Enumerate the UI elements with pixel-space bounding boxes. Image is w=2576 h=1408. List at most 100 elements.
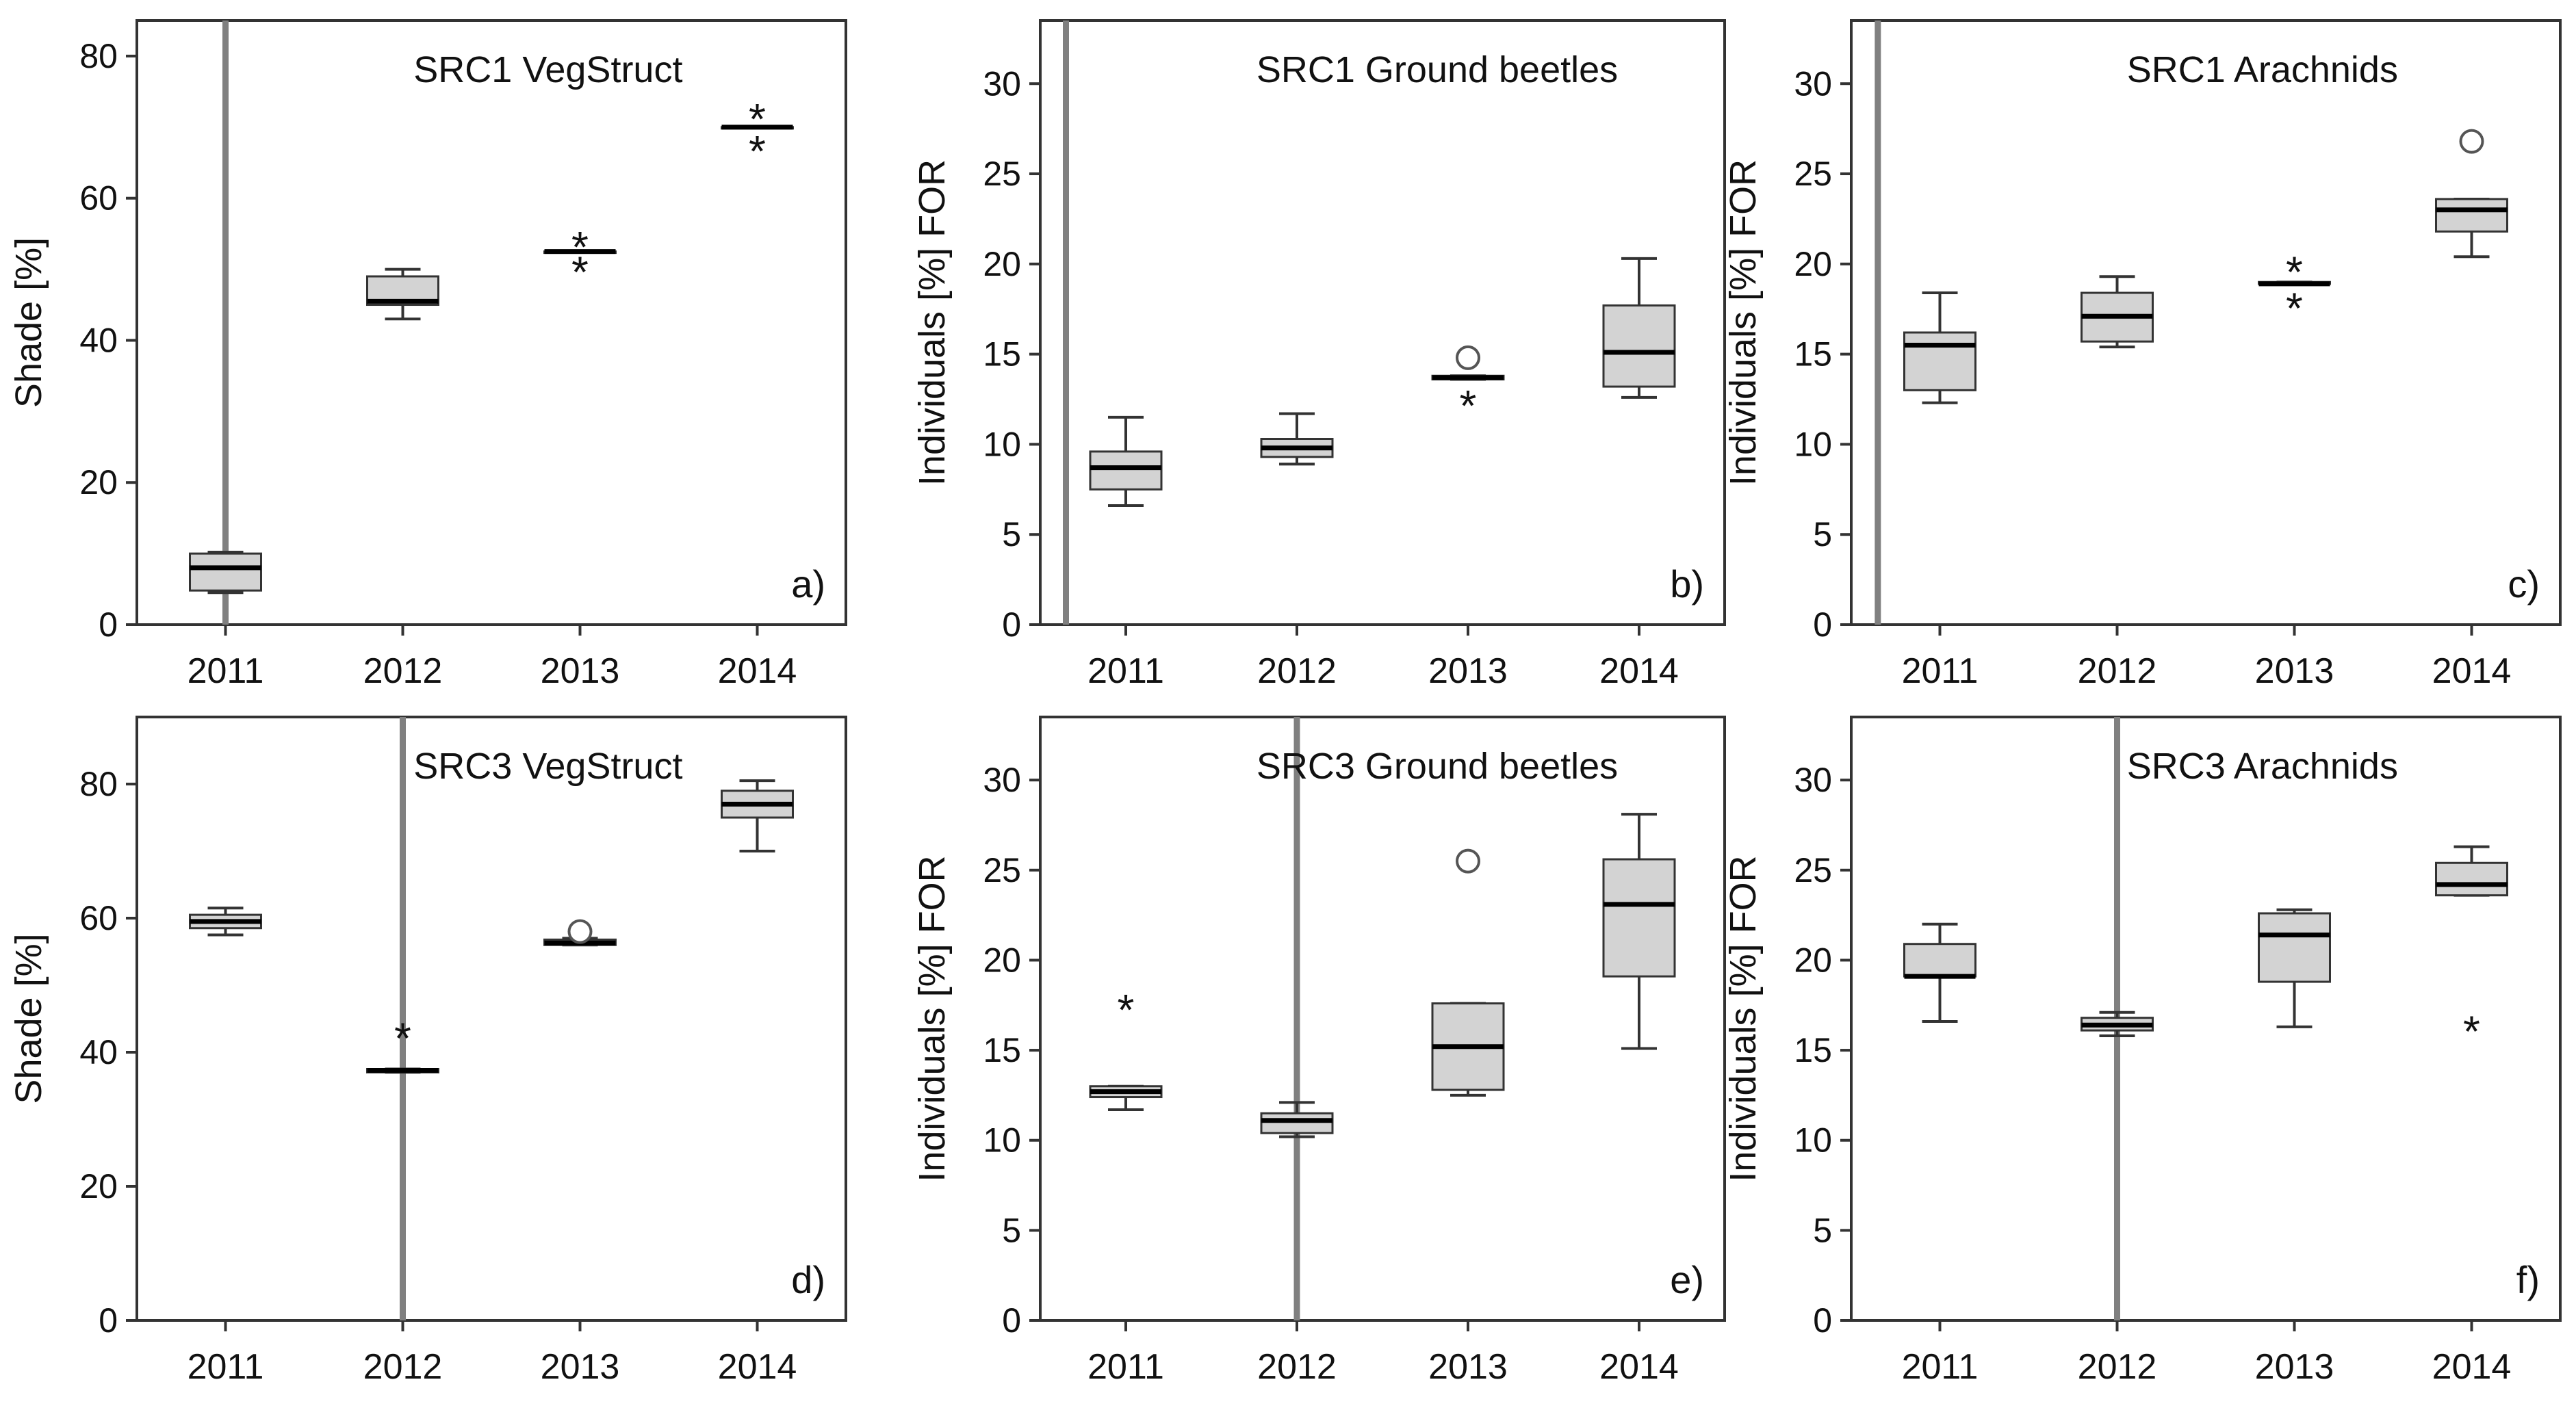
box-2013	[1431, 848, 1505, 1097]
y-tick-label: 20	[79, 1167, 118, 1205]
x-tick-label: 2014	[1599, 651, 1679, 691]
iqr-box	[1602, 304, 1676, 388]
box-2013: *	[1431, 345, 1505, 430]
y-tick-label: 20	[983, 245, 1021, 283]
box-2011	[1089, 415, 1163, 508]
outlier-star: *	[2463, 1006, 2480, 1056]
x-tick-label: 2014	[2432, 651, 2512, 691]
x-tick-label: 2014	[718, 651, 797, 691]
y-axis-label: Individuals [%] FOR	[912, 855, 953, 1182]
y-tick-label: 25	[983, 155, 1021, 193]
plot-frame	[136, 19, 847, 626]
y-tick-label: 20	[1794, 245, 1832, 283]
box-2013	[2258, 908, 2331, 1028]
iqr-box	[2435, 861, 2508, 897]
box-2012	[366, 268, 439, 321]
iqr-box	[1089, 450, 1163, 491]
plot-frame	[136, 716, 847, 1322]
box-2014	[1602, 257, 1676, 399]
y-axis-label: Individuals [%] FOR	[1723, 159, 1764, 486]
x-tick-label: 2013	[1428, 651, 1508, 691]
plot-frame	[1850, 716, 2562, 1322]
iqr-box	[189, 552, 262, 592]
box-2011: *	[1089, 985, 1163, 1111]
outlier-star: *	[1460, 381, 1477, 430]
outlier-star: *	[749, 94, 766, 144]
panel-a: 0 20 40 60 80 Shade [%] SRC1 VegStruct a) 2011 20…	[8, 19, 847, 691]
chart-title: SRC3 VegStruct	[413, 746, 682, 787]
y-tick-label: 25	[983, 851, 1021, 889]
outlier-circle	[1456, 345, 1480, 370]
x-tick-label: 2012	[363, 651, 443, 691]
panel-label: e)	[1670, 1258, 1704, 1301]
y-tick-label: 5	[1002, 1211, 1021, 1249]
box-2013	[543, 919, 617, 947]
y-tick-label: 0	[1002, 1301, 1021, 1340]
x-tick-label: 2011	[1087, 651, 1164, 691]
box-2013: **	[2258, 248, 2331, 333]
y-tick-label: 5	[1002, 515, 1021, 553]
outlier-star: *	[1118, 985, 1135, 1034]
box-2014	[2435, 129, 2508, 259]
box-2012: *	[366, 1014, 439, 1074]
chart-title: SRC1 Ground beetles	[1257, 49, 1618, 90]
x-tick-label: 2012	[1257, 1347, 1337, 1387]
iqr-box	[1903, 943, 1976, 978]
x-tick-label: 2011	[188, 1347, 264, 1387]
y-tick-label: 20	[79, 463, 118, 501]
box-2012	[2081, 1011, 2154, 1038]
x-tick-label: 2012	[2078, 1347, 2157, 1387]
y-tick-label: 10	[1794, 425, 1832, 463]
outlier-circle	[1456, 848, 1480, 874]
y-tick-label: 5	[1813, 515, 1832, 553]
y-tick-label: 10	[983, 1121, 1021, 1160]
chart-title: SRC1 VegStruct	[413, 49, 682, 90]
y-tick-label: 15	[983, 1031, 1021, 1069]
plot-frame	[1039, 19, 1726, 626]
y-tick-label: 80	[79, 765, 118, 803]
outlier-star: *	[2286, 283, 2303, 333]
box-2012	[2081, 275, 2154, 349]
x-tick-label: 2013	[2255, 1347, 2334, 1387]
box-2012	[1260, 412, 1334, 466]
x-tick-label: 2012	[2078, 651, 2157, 691]
x-tick-label: 2011	[1902, 651, 1979, 691]
panel-label: f)	[2516, 1258, 2540, 1301]
y-tick-label: 20	[1794, 941, 1832, 979]
y-axis-label: Individuals [%] FOR	[912, 159, 953, 486]
outlier-star: *	[2286, 248, 2303, 297]
y-tick-label: 15	[1794, 1031, 1832, 1069]
outlier-circle	[567, 919, 593, 944]
x-tick-label: 2011	[1902, 1347, 1979, 1387]
box-2013: **	[543, 222, 617, 297]
chart-title: SRC3 Arachnids	[2127, 746, 2398, 787]
box-2012	[1260, 1101, 1334, 1138]
y-tick-label: 60	[79, 179, 118, 218]
y-tick-label: 25	[1794, 851, 1832, 889]
y-tick-label: 0	[1813, 1301, 1832, 1340]
x-tick-label: 2012	[1257, 651, 1337, 691]
panel-b: 0 5 10 15 20 25 30 Individuals [%] FOR SRC1 Grou…	[912, 19, 1726, 691]
y-axis-label: Shade [%]	[8, 933, 49, 1104]
iqr-box	[1903, 331, 1976, 391]
y-tick-label: 0	[1002, 605, 1021, 644]
iqr-box	[2258, 912, 2331, 983]
x-tick-label: 2011	[188, 651, 264, 691]
y-tick-label: 30	[983, 64, 1021, 103]
panel-label: c)	[2508, 562, 2540, 605]
panel-d: 0 20 40 60 80 Shade [%] SRC3 VegStruct d) 2011 20…	[8, 716, 847, 1387]
y-tick-label: 15	[983, 335, 1021, 374]
y-tick-label: 60	[79, 899, 118, 937]
box-2011	[1903, 291, 1976, 404]
x-tick-label: 2013	[1428, 1347, 1508, 1387]
iqr-box	[1260, 1112, 1334, 1134]
y-tick-label: 10	[983, 425, 1021, 463]
y-axis-label: Individuals [%] FOR	[1723, 855, 1764, 1182]
y-tick-label: 40	[79, 1033, 118, 1071]
y-tick-label: 0	[99, 605, 118, 644]
box-2011	[1903, 922, 1976, 1023]
panel-label: a)	[791, 562, 825, 605]
box-2014: *	[2435, 845, 2508, 1056]
panel-f: 0 5 10 15 20 25 30 Individuals [%] FOR SRC3 Arac…	[1723, 716, 2562, 1387]
